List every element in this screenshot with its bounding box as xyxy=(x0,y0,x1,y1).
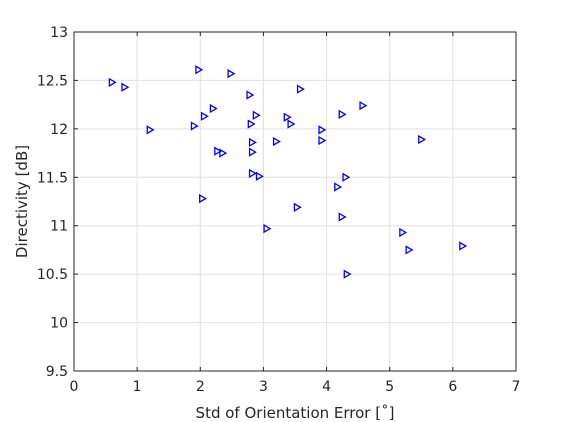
x-tick-label: 1 xyxy=(133,379,142,395)
y-tick-label: 9.5 xyxy=(46,364,68,380)
tick-marks xyxy=(73,31,517,372)
data-point xyxy=(190,121,199,131)
x-tick-label: 2 xyxy=(196,379,205,395)
y-tick-label: 10 xyxy=(50,316,68,332)
data-point xyxy=(255,171,264,181)
x-tick-label: 5 xyxy=(385,379,394,395)
data-point xyxy=(219,148,228,158)
data-points xyxy=(108,65,468,279)
data-point xyxy=(246,90,255,100)
data-point xyxy=(248,147,257,157)
data-point xyxy=(338,109,347,119)
x-tick-label: 7 xyxy=(512,379,521,395)
data-point xyxy=(263,223,272,234)
data-point xyxy=(214,146,223,156)
plot-frame xyxy=(73,31,517,372)
data-point xyxy=(121,82,130,92)
x-tick-label: 3 xyxy=(259,379,268,395)
data-point xyxy=(248,168,257,179)
data-point xyxy=(343,269,352,279)
data-point xyxy=(296,84,305,94)
data-point xyxy=(342,172,351,182)
data-point xyxy=(199,193,207,204)
x-tick-label: 4 xyxy=(322,379,331,395)
data-point xyxy=(405,245,414,255)
data-point xyxy=(252,110,261,120)
data-point xyxy=(272,136,281,147)
data-point xyxy=(108,77,117,87)
x-tick-label: 0 xyxy=(70,379,79,395)
data-point xyxy=(459,241,468,251)
data-point xyxy=(195,65,204,75)
data-point xyxy=(293,202,302,212)
y-tick-label: 11.5 xyxy=(37,170,68,186)
x-tick-labels: 0 1 2 3 4 5 6 7 xyxy=(70,379,521,395)
data-point xyxy=(209,103,218,114)
y-tick-label: 12.5 xyxy=(37,73,68,89)
data-point xyxy=(418,134,427,145)
data-point xyxy=(283,112,292,122)
data-point xyxy=(318,135,327,146)
data-point xyxy=(338,212,347,222)
data-point xyxy=(399,227,408,238)
data-point xyxy=(359,100,368,111)
x-axis-label: Std of Orientation Error [˚] xyxy=(196,404,395,422)
plot-area xyxy=(74,32,516,371)
data-point xyxy=(146,125,155,135)
data-point xyxy=(318,125,327,135)
data-point xyxy=(334,182,343,192)
y-tick-label: 10.5 xyxy=(37,267,68,283)
data-point xyxy=(247,119,256,129)
y-tick-labels: 9.5 10 10.5 11 11.5 12 12.5 13 xyxy=(37,25,68,380)
y-tick-label: 12 xyxy=(50,122,68,138)
y-axis-label: Directivity [dB] xyxy=(13,145,31,258)
data-point xyxy=(227,69,236,79)
y-tick-label: 11 xyxy=(50,219,68,235)
y-tick-label: 13 xyxy=(50,25,68,41)
data-point xyxy=(287,119,296,129)
data-point xyxy=(200,111,209,121)
x-tick-label: 6 xyxy=(448,379,457,395)
data-point xyxy=(248,137,257,148)
